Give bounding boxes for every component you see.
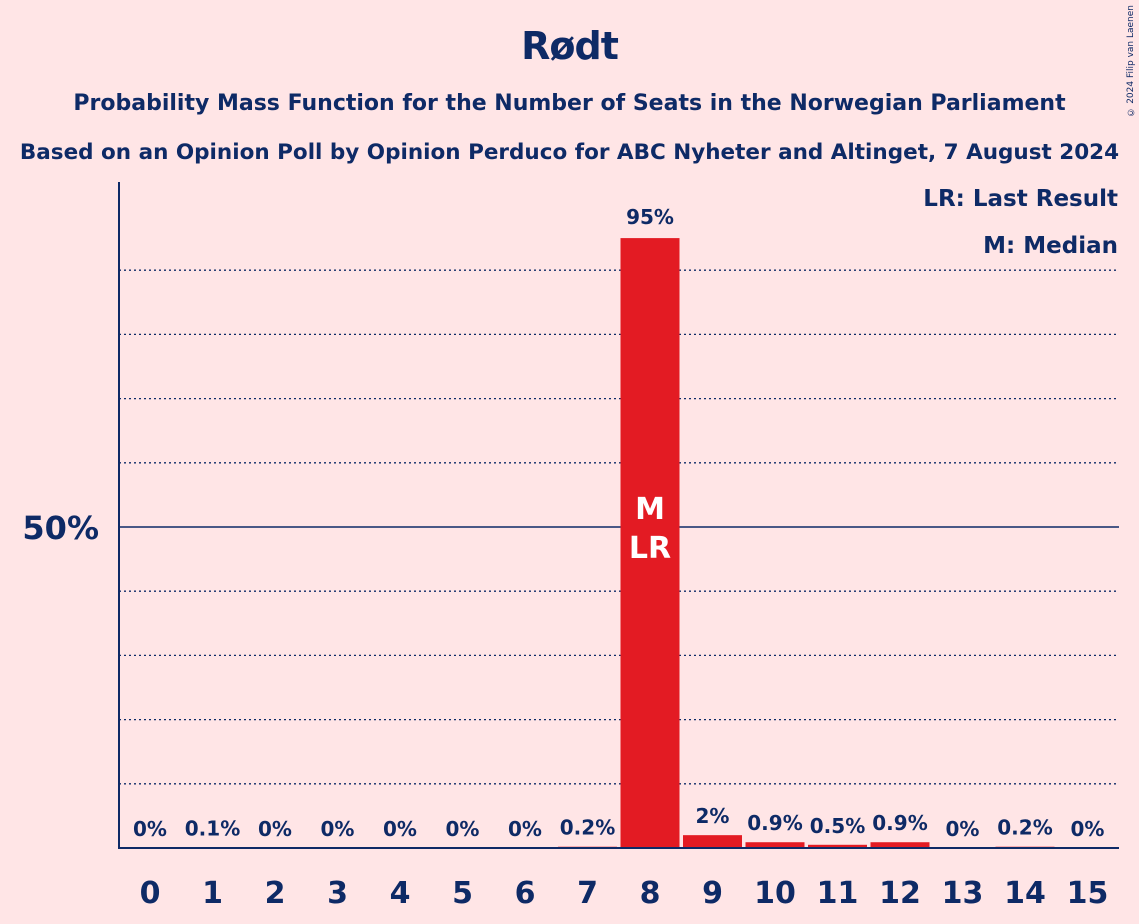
last-result-marker: LR — [629, 531, 671, 566]
data-label: 95% — [626, 205, 674, 229]
data-label: 0.2% — [560, 816, 615, 840]
bar — [683, 835, 742, 848]
x-tick-label: 2 — [265, 876, 286, 911]
x-tick-label: 5 — [452, 876, 473, 911]
data-label: 2% — [696, 804, 730, 828]
data-label: 0% — [508, 817, 542, 841]
data-label: 0% — [1071, 817, 1105, 841]
chart-subtitle: Probability Mass Function for the Number… — [73, 91, 1066, 116]
x-tick-label: 13 — [942, 876, 984, 911]
data-label: 0% — [258, 817, 292, 841]
x-tick-label: 8 — [640, 876, 661, 911]
data-label: 0% — [446, 817, 480, 841]
median-marker: M — [635, 492, 665, 527]
data-label: 0.9% — [872, 811, 927, 835]
data-label: 0% — [133, 817, 167, 841]
legend-median: M: Median — [983, 233, 1118, 259]
data-label: 0% — [383, 817, 417, 841]
x-tick-label: 6 — [515, 876, 536, 911]
bar — [870, 842, 930, 848]
bar — [745, 842, 805, 848]
chart-title: Rødt — [521, 24, 619, 68]
x-tick-label: 10 — [754, 876, 796, 911]
x-tick-label: 1 — [202, 876, 223, 911]
x-tick-label: 11 — [817, 876, 859, 911]
data-label: 0.1% — [185, 816, 240, 840]
x-tick-label: 4 — [390, 876, 411, 911]
y-tick-label: 50% — [22, 509, 99, 547]
x-tick-label: 7 — [577, 876, 598, 911]
chart-source: Based on an Opinion Poll by Opinion Perd… — [19, 140, 1120, 165]
data-label: 0% — [321, 817, 355, 841]
x-tick-label: 12 — [879, 876, 921, 911]
x-tick-label: 9 — [702, 876, 723, 911]
bar — [808, 844, 867, 848]
bar — [620, 238, 680, 849]
x-tick-label: 3 — [327, 876, 348, 911]
data-label: 0% — [946, 817, 980, 841]
data-label: 0.9% — [747, 811, 802, 835]
data-label: 0.5% — [810, 814, 865, 838]
data-label: 0.2% — [997, 816, 1052, 840]
x-tick-label: 0 — [140, 876, 161, 911]
x-tick-label: 15 — [1067, 876, 1109, 911]
legend-last-result: LR: Last Result — [923, 186, 1118, 212]
x-tick-label: 14 — [1004, 876, 1046, 911]
